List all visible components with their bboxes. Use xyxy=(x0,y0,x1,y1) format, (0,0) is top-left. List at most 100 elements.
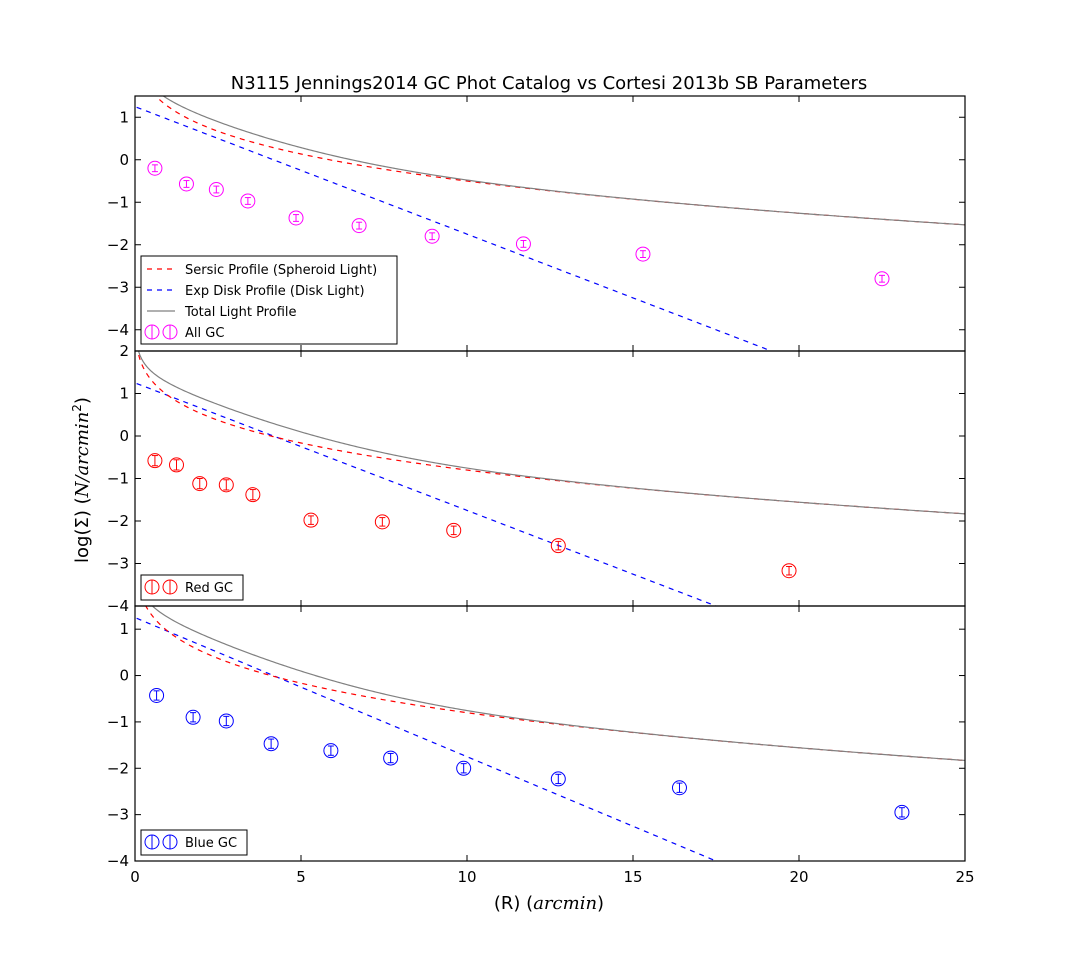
data-point xyxy=(456,760,472,776)
x-tick-label: 10 xyxy=(457,868,476,886)
data-point xyxy=(185,709,201,725)
x-tick-label: 0 xyxy=(130,868,140,886)
y-ticks: 2 1 0 −1 −2 −3 −4 xyxy=(107,342,965,615)
x-ticks xyxy=(134,96,966,351)
data-point xyxy=(169,457,184,473)
point-marker xyxy=(424,228,440,244)
data-point xyxy=(515,236,531,252)
total-profile-line xyxy=(151,606,965,762)
point-marker xyxy=(147,453,163,469)
point-marker xyxy=(383,750,399,766)
total-profile-line xyxy=(162,96,965,226)
y-tick-label: −2 xyxy=(107,759,129,777)
y-tick-label: 2 xyxy=(119,342,129,360)
legend-box xyxy=(140,255,398,345)
point-marker xyxy=(781,563,797,579)
y-ticks: 1 0 −1 −2 −3 −4 xyxy=(107,108,965,339)
y-tick-label: −4 xyxy=(107,597,129,615)
sersic-profile-line xyxy=(145,606,965,762)
point-marker xyxy=(149,687,165,703)
data-point xyxy=(635,246,651,262)
point-marker xyxy=(446,522,462,538)
y-tick-label: 0 xyxy=(119,667,129,685)
y-axis-title: log(Σ) (N/arcmin2) xyxy=(70,397,93,563)
data-point xyxy=(550,538,566,554)
legend-item-series-label: All GC xyxy=(185,326,224,341)
x-ticks xyxy=(134,351,966,606)
point-marker xyxy=(550,771,566,787)
point-marker xyxy=(374,514,390,530)
data-point xyxy=(288,210,304,226)
legend-box xyxy=(140,574,244,601)
data-points xyxy=(149,687,910,820)
point-marker xyxy=(208,182,224,197)
data-point xyxy=(218,713,234,729)
legend: Sersic Profile (Spheroid Light) Exp Disk … xyxy=(140,255,398,345)
legend-item-sersic-label: Sersic Profile (Spheroid Light) xyxy=(185,263,377,278)
point-marker xyxy=(515,236,531,252)
data-point xyxy=(303,512,319,528)
sersic-profile-line xyxy=(137,351,965,515)
data-point xyxy=(323,743,339,759)
point-marker xyxy=(635,246,651,262)
y-tick-label: −2 xyxy=(107,236,129,254)
point-marker xyxy=(550,538,566,554)
y-tick-label: −3 xyxy=(107,278,129,296)
data-point xyxy=(147,160,163,176)
point-marker xyxy=(178,176,194,192)
model-curves xyxy=(136,96,965,351)
legend-item-series-label: Blue GC xyxy=(185,836,237,851)
x-ticks: 0 5 10 15 20 25 xyxy=(130,606,975,886)
point-marker xyxy=(240,193,256,209)
data-point xyxy=(245,487,261,503)
data-points xyxy=(147,160,890,287)
data-point xyxy=(446,522,462,538)
data-point xyxy=(424,228,440,244)
y-tick-label: 0 xyxy=(119,427,129,445)
data-point xyxy=(192,476,208,492)
data-point xyxy=(263,736,279,752)
y-tick-label: −4 xyxy=(107,852,129,870)
data-point xyxy=(240,193,256,209)
data-point xyxy=(218,477,234,493)
data-point xyxy=(208,182,224,197)
point-marker xyxy=(323,743,339,759)
disk-profile-line xyxy=(136,106,773,351)
data-point xyxy=(351,218,367,234)
y-tick-label: −1 xyxy=(107,713,129,731)
legend-item-series-label: Red GC xyxy=(185,581,233,596)
point-marker xyxy=(351,218,367,234)
point-marker xyxy=(185,709,201,725)
data-point xyxy=(383,750,399,766)
point-marker xyxy=(303,512,319,528)
point-marker xyxy=(263,736,279,752)
point-marker xyxy=(874,271,890,287)
y-tick-label: −4 xyxy=(107,321,129,339)
point-marker xyxy=(218,477,234,493)
point-marker xyxy=(147,160,163,176)
point-marker xyxy=(218,713,234,729)
data-point xyxy=(149,687,165,703)
data-point xyxy=(781,563,797,579)
point-marker xyxy=(671,780,687,796)
y-tick-label: 1 xyxy=(119,108,129,126)
point-marker xyxy=(245,487,261,503)
point-marker xyxy=(456,760,472,776)
data-point xyxy=(671,780,687,796)
legend-item-total-label: Total Light Profile xyxy=(184,305,297,320)
y-tick-label: −3 xyxy=(107,555,129,573)
model-curves xyxy=(136,606,965,861)
y-tick-label: 1 xyxy=(119,620,129,638)
point-marker xyxy=(192,476,208,492)
point-marker xyxy=(169,457,184,473)
panel-frame xyxy=(134,605,966,862)
panel-frame xyxy=(134,350,966,607)
legend: Red GC xyxy=(140,574,244,601)
y-tick-label: −3 xyxy=(107,806,129,824)
y-tick-label: 0 xyxy=(119,151,129,169)
x-tick-label: 15 xyxy=(623,868,642,886)
y-tick-label: −1 xyxy=(107,470,129,488)
